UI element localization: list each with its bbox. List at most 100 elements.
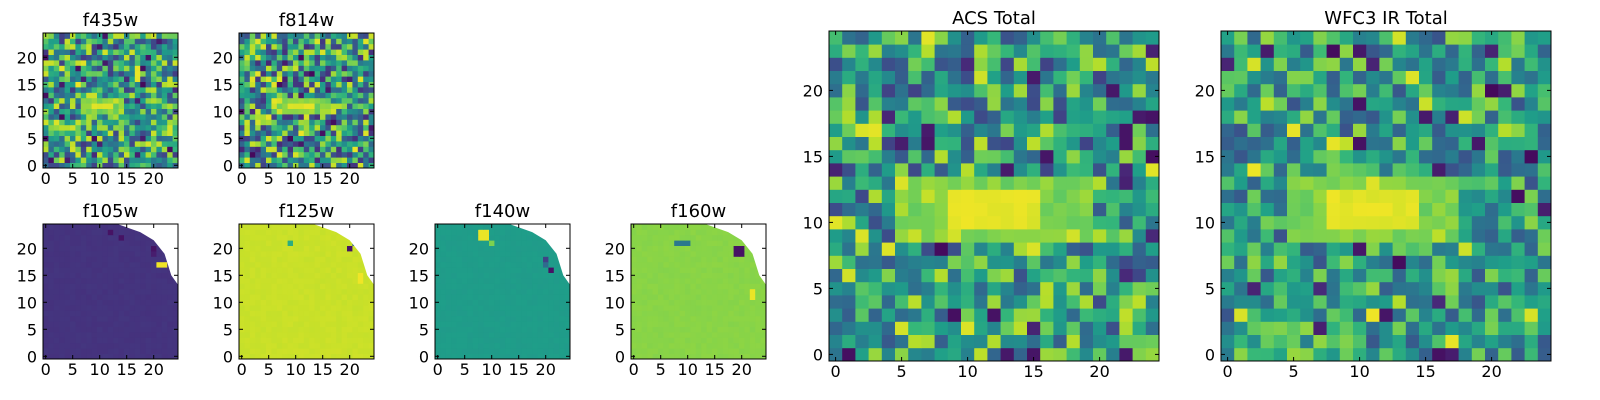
- heatmap-cell: [303, 348, 310, 354]
- heatmap-cell: [124, 332, 130, 338]
- heatmap-cell: [303, 342, 310, 349]
- heatmap-cell: [668, 310, 675, 317]
- heatmap-cell: [352, 54, 359, 61]
- heatmap-cell: [59, 240, 65, 246]
- heatmap-cell: [172, 70, 179, 77]
- heatmap-cell: [298, 234, 305, 241]
- heatmap-cell: [91, 151, 98, 158]
- heatmap-cell: [668, 267, 675, 273]
- heatmap-cell: [1234, 163, 1248, 177]
- heatmap-cell: [712, 278, 718, 284]
- heatmap-cell: [472, 261, 479, 268]
- heatmap-cell: [293, 70, 299, 77]
- heatmap-cell: [1511, 229, 1525, 243]
- heatmap-cell: [1106, 281, 1120, 296]
- heatmap-cell: [276, 337, 283, 344]
- heatmap-cell: [330, 332, 337, 338]
- heatmap-cell: [456, 278, 463, 284]
- heatmap-cell: [1079, 83, 1094, 98]
- heatmap-cell: [679, 240, 686, 246]
- heatmap-cell: [134, 151, 141, 158]
- heatmap-cell: [895, 215, 909, 230]
- heatmap-cell: [1366, 189, 1380, 203]
- heatmap-cell: [641, 261, 648, 268]
- heatmap-cell: [934, 295, 949, 309]
- heatmap-cell: [107, 33, 114, 39]
- heatmap-cell: [239, 283, 245, 290]
- heatmap-cell: [53, 38, 60, 45]
- heatmap-cell: [249, 54, 256, 61]
- heatmap-cell: [276, 81, 283, 88]
- heatmap-cell: [97, 157, 103, 163]
- heatmap-cell: [172, 43, 179, 50]
- heatmap-cell: [53, 245, 60, 252]
- heatmap-cell: [341, 108, 348, 115]
- heatmap-cell: [314, 299, 321, 306]
- heatmap-cell: [483, 278, 490, 284]
- heatmap-cell: [86, 130, 92, 136]
- heatmap-cell: [48, 103, 55, 109]
- heatmap-cell: [298, 315, 305, 322]
- heatmap-cell: [336, 321, 342, 327]
- heatmap-cell: [129, 229, 136, 236]
- heatmap-cell: [868, 57, 883, 71]
- heatmap-cell: [287, 305, 294, 311]
- heatmap-cell: [855, 229, 869, 243]
- heatmap-cell: [1471, 295, 1486, 309]
- heatmap-cell: [1339, 321, 1354, 335]
- heatmap-cell: [113, 124, 119, 131]
- heatmap-cell: [1471, 242, 1486, 256]
- heatmap-cell: [1485, 229, 1499, 243]
- heatmap-cell: [483, 310, 490, 317]
- y-tick-label: 15: [213, 75, 233, 94]
- heatmap-cell: [145, 310, 152, 317]
- heatmap-cell: [1247, 334, 1261, 349]
- heatmap-cell: [553, 288, 560, 295]
- heatmap-cell: [118, 337, 125, 344]
- heatmap-cell: [59, 54, 65, 61]
- heatmap-cell: [445, 283, 452, 290]
- heatmap-cell: [43, 70, 49, 77]
- heatmap-cell: [456, 337, 463, 344]
- heatmap-cell: [255, 267, 261, 273]
- heatmap-cell: [701, 294, 707, 300]
- heatmap-cell: [357, 310, 364, 317]
- heatmap-cell: [760, 294, 767, 300]
- heatmap-cell: [298, 130, 305, 136]
- heatmap-cell: [472, 332, 479, 338]
- heatmap-cell: [1106, 202, 1120, 217]
- heatmap-cell: [368, 337, 375, 344]
- heatmap-cell: [1066, 229, 1081, 243]
- heatmap-cell: [172, 124, 179, 131]
- heatmap-cell: [75, 332, 82, 338]
- heatmap-cell: [113, 278, 119, 284]
- heatmap-cell: [266, 43, 272, 50]
- heatmap-cell: [75, 353, 82, 360]
- heatmap-cell: [690, 337, 697, 344]
- heatmap-cell: [48, 342, 55, 349]
- heatmap-cell: [1145, 229, 1160, 243]
- heatmap-cell: [462, 348, 468, 354]
- heatmap-cell: [48, 256, 55, 263]
- heatmap-cell: [70, 108, 76, 115]
- heatmap-cell: [1273, 347, 1288, 362]
- heatmap-cell: [674, 224, 680, 230]
- heatmap-cell: [161, 54, 168, 61]
- heatmap-cell: [59, 315, 65, 322]
- heatmap-cell: [80, 43, 87, 50]
- heatmap-cell: [521, 240, 528, 246]
- heatmap-cell: [134, 342, 141, 349]
- heatmap-cell: [172, 337, 179, 344]
- heatmap-cell: [151, 38, 157, 45]
- heatmap-cell: [755, 299, 761, 306]
- heatmap-cell: [91, 65, 98, 72]
- heatmap-cell: [755, 310, 761, 317]
- heatmap-cell: [739, 342, 745, 349]
- heatmap-cell: [435, 240, 441, 246]
- heatmap-cells: [239, 224, 375, 360]
- heatmap-cell: [467, 245, 474, 252]
- heatmap-cell: [1419, 308, 1433, 322]
- heatmap-cell: [145, 283, 152, 290]
- heatmap-cell: [641, 272, 648, 279]
- heatmap-cell: [276, 97, 283, 104]
